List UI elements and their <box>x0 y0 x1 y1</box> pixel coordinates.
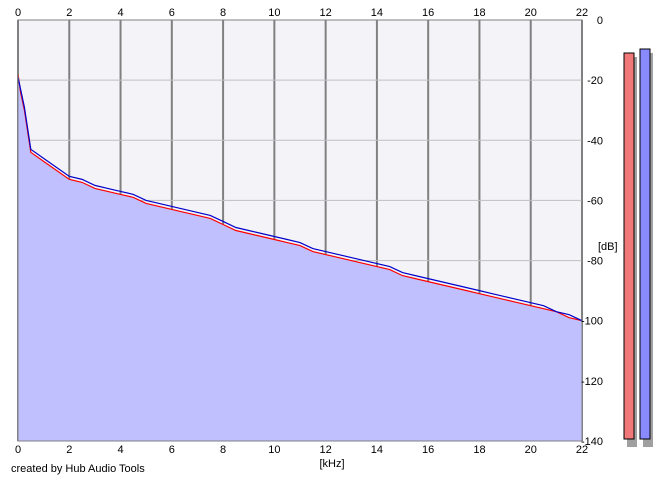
x-tick-label: 0 <box>15 444 21 456</box>
x-tick-labels-bottom: 0 2 4 6 8 10 12 14 16 18 20 22 <box>15 444 588 456</box>
x-tick-label: 4 <box>117 444 123 456</box>
y-tick-label: -140 <box>581 436 603 448</box>
x-tick-label-top: 20 <box>525 7 537 19</box>
y-tick-label: -40 <box>587 135 603 147</box>
spectrum-series-line-0 <box>17 74 583 322</box>
level-meter-left <box>623 52 637 447</box>
level-meter-right-bar <box>639 48 651 440</box>
level-meter-left-bar <box>623 52 635 440</box>
spectrum-lines <box>17 74 583 322</box>
x-tick-label-top: 12 <box>320 7 332 19</box>
x-tick-label-top: 6 <box>169 7 175 19</box>
x-tick-label-top: 8 <box>220 7 226 19</box>
x-tick-label: 20 <box>525 444 537 456</box>
y-tick-labels: 0 -20 -40 -60 -80 -100 -120 -140 <box>581 15 603 448</box>
x-tick-label-top: 14 <box>371 7 383 19</box>
x-tick-label-top: 22 <box>576 7 588 19</box>
y-tick-label: 0 <box>597 15 603 27</box>
x-tick-label-top: 0 <box>15 7 21 19</box>
x-tick-label-top: 2 <box>66 7 72 19</box>
spectrum-fill <box>18 74 582 441</box>
y-tick-label: -60 <box>587 195 603 207</box>
y-axis-label: [dB] <box>598 241 618 253</box>
x-tick-label: 6 <box>169 444 175 456</box>
y-tick-label: -100 <box>581 316 603 328</box>
y-tick-label: -20 <box>587 75 603 87</box>
spectrum-series-line-1 <box>17 77 583 322</box>
plot-frame <box>17 19 583 442</box>
x-tick-label: 16 <box>422 444 434 456</box>
x-tick-label-top: 10 <box>268 7 280 19</box>
x-tick-labels-top: 0 2 4 6 8 10 12 14 16 18 20 22 <box>15 7 588 19</box>
y-tick-label: -80 <box>587 256 603 268</box>
x-tick-label: 22 <box>576 444 588 456</box>
x-tick-label-top: 4 <box>117 7 123 19</box>
x-tick-label-top: 18 <box>473 7 485 19</box>
x-tick-label: 2 <box>66 444 72 456</box>
level-meter-right <box>639 48 653 447</box>
footer-credit: created by Hub Audio Tools <box>11 463 145 475</box>
x-tick-label: 14 <box>371 444 383 456</box>
x-axis-label: [kHz] <box>319 458 344 470</box>
x-tick-label: 18 <box>473 444 485 456</box>
x-tick-label: 10 <box>268 444 280 456</box>
y-tick-label: -120 <box>581 376 603 388</box>
x-tick-label-top: 16 <box>422 7 434 19</box>
x-tick-label: 12 <box>320 444 332 456</box>
spectrum-area <box>18 74 582 441</box>
x-tick-label: 8 <box>220 444 226 456</box>
